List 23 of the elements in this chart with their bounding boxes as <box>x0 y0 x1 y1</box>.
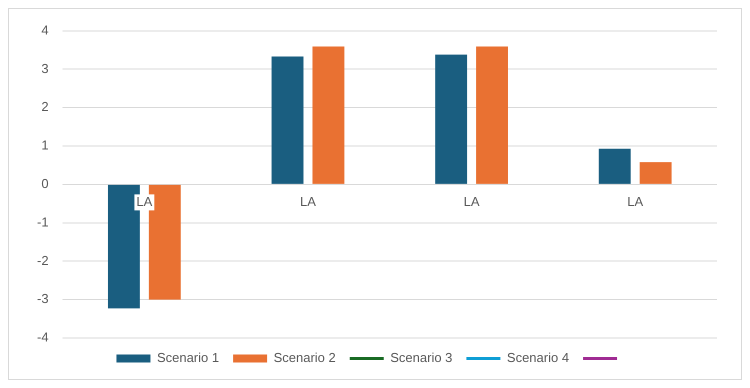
x-tick-label: LA <box>627 194 644 209</box>
y-tick-label: 0 <box>41 176 49 191</box>
y-tick-label: -2 <box>36 252 49 268</box>
x-tick-label: LA <box>300 194 316 209</box>
bar <box>272 56 304 184</box>
y-tick-label: 4 <box>41 22 49 38</box>
legend-label: Scenario 2 <box>274 350 336 366</box>
y-tick-label: -3 <box>36 291 49 306</box>
x-tick-label: LA <box>136 194 153 209</box>
bar <box>640 162 672 184</box>
y-tick-label: 1 <box>41 138 49 153</box>
y-tick-label: 3 <box>41 60 49 76</box>
bar <box>312 46 344 184</box>
bar <box>598 148 631 184</box>
x-tick-label: LA <box>464 194 480 209</box>
y-tick-label: 2 <box>41 99 49 114</box>
bar <box>435 54 468 184</box>
legend-label: Scenario 4 <box>506 350 570 366</box>
y-tick-label: -1 <box>36 214 49 230</box>
legend-label: Scenario 1 <box>156 350 220 366</box>
bar <box>476 46 508 184</box>
legend-label: Scenario 3 <box>390 350 452 366</box>
y-tick-label: -4 <box>36 330 49 345</box>
